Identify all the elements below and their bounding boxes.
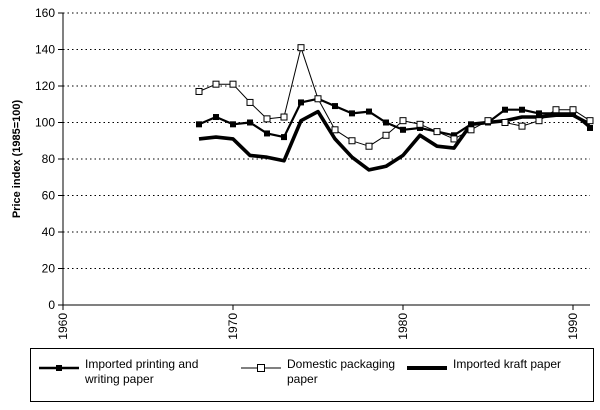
data-point-printing-writing [213,114,219,121]
x-tick-label: 1960 [56,313,70,340]
data-point-domestic-packaging [212,80,220,88]
y-tick-label: 80 [42,152,56,166]
legend-swatch-domestic-packaging [241,364,281,372]
y-axis-label: Price index (1985=100) [11,100,23,219]
data-point-domestic-packaging [365,142,373,150]
series-group [195,44,594,172]
data-point-domestic-packaging [297,44,305,52]
data-point-domestic-packaging [484,117,492,125]
legend-label-domestic-packaging: Domestic packaging paper [287,357,396,386]
x-tick-label: 1990 [566,313,580,340]
data-point-printing-writing [298,99,304,106]
data-point-domestic-packaging [348,137,356,145]
y-tick-label: 0 [48,298,55,312]
series-line-kraft [198,109,591,172]
legend-swatch-kraft [407,366,447,370]
data-point-domestic-packaging [433,128,441,136]
y-tick-label: 40 [42,225,56,239]
data-point-domestic-packaging [280,113,288,121]
data-point-printing-writing [468,121,474,128]
y-tick-label: 120 [35,79,55,93]
data-point-domestic-packaging [314,95,322,103]
legend: Imported printing and writing paper Dome… [30,348,594,402]
data-point-domestic-packaging [263,115,271,123]
data-point-printing-writing [281,134,287,141]
data-point-domestic-packaging [416,120,424,128]
data-point-printing-writing [536,110,542,117]
data-point-domestic-packaging [331,126,339,134]
y-tick-label: 160 [35,6,55,20]
data-point-printing-writing [247,119,253,126]
legend-swatch-printing-writing [39,365,79,371]
data-point-printing-writing [502,106,508,113]
data-point-domestic-packaging [501,119,509,126]
legend-item-domestic-packaging: Domestic packaging paper [241,349,421,403]
data-point-printing-writing [519,106,525,113]
legend-label-kraft: Imported kraft paper [453,357,562,371]
series-line-domestic-packaging [198,47,591,147]
data-point-printing-writing [264,130,270,137]
data-point-printing-writing [332,103,338,110]
legend-item-printing-writing: Imported printing and writing paper [39,349,229,403]
gridlines [63,12,590,269]
y-tick-label: 140 [35,43,55,57]
x-ticks: 1960 1970 1980 1990 [56,305,580,340]
data-point-domestic-packaging [246,98,254,106]
data-point-domestic-packaging [229,80,237,88]
data-point-domestic-packaging [586,117,594,125]
data-point-printing-writing [366,108,372,115]
y-tick-label: 20 [42,262,56,276]
y-tick-label: 100 [35,116,55,130]
x-tick-label: 1980 [396,313,410,340]
y-tick-label: 60 [42,189,56,203]
line-chart: 0 20 40 60 80 100 120 140 160 1960 1970 1980 1990 P… [11,6,594,340]
x-tick-label: 1970 [226,313,240,340]
data-point-printing-writing [196,121,202,128]
data-point-domestic-packaging [195,87,203,95]
data-point-printing-writing [349,110,355,117]
data-point-domestic-packaging [382,131,390,139]
data-point-domestic-packaging [450,135,458,143]
legend-label-printing-writing: Imported printing and writing paper [85,357,199,386]
data-point-printing-writing [400,126,406,133]
data-point-domestic-packaging [552,106,560,114]
data-point-domestic-packaging [569,106,577,114]
data-point-printing-writing [383,119,389,126]
data-point-domestic-packaging [535,117,543,125]
y-ticks: 0 20 40 60 80 100 120 140 160 [35,6,63,312]
data-point-printing-writing [230,121,236,128]
data-point-domestic-packaging [467,126,475,134]
data-point-domestic-packaging [399,117,407,125]
axes [62,13,590,306]
data-point-printing-writing [587,124,593,131]
data-point-domestic-packaging [518,122,526,130]
legend-item-kraft: Imported kraft paper [407,349,587,403]
